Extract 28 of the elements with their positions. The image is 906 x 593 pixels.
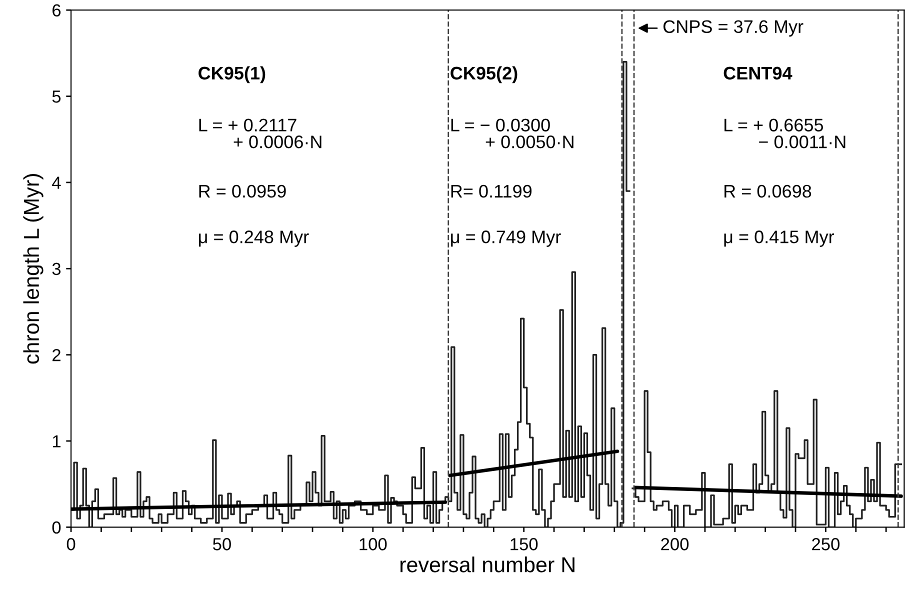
annotation: CK95(2) [450,66,518,84]
y-tick-label: 4 [52,176,61,189]
y-tick-label: 1 [52,435,60,448]
x-tick-label: 250 [812,538,840,550]
annotation: CENT94 [724,66,792,80]
x-tick-label: 100 [360,538,387,550]
annotation: μ = 0.248 Myr [199,230,309,247]
annotation: R= 0.1199 [451,184,532,198]
x-tick-label: 200 [661,538,689,550]
annotation: R = 0.0698 [724,184,812,198]
annotation: μ = 0.415 Myr [724,230,834,247]
y-tick-label: 5 [52,90,61,103]
x-tick-label: 50 [213,538,231,550]
y-axis-title: chron length L (Myr) [23,174,44,364]
y-tick-label: 6 [52,4,61,17]
x-tick-label: 0 [66,538,76,550]
annotation: L = − 0.0300 + 0.0050·N [451,118,574,148]
annotation: L = + 0.2117 + 0.0006·N [199,118,322,148]
annotation: R = 0.0959 [199,184,286,198]
annotation: CNPS = 37.6 Myr [663,20,804,37]
annotation: CK95(1) [198,66,266,84]
y-tick-label: 0 [52,521,61,534]
y-tick-label: 2 [52,348,60,362]
x-tick-label: 150 [510,538,538,550]
annotation: μ = 0.749 Myr [451,230,561,247]
annotation: L = + 0.6655 − 0.0011·N [724,118,846,148]
x-axis-title: reversal number N [400,556,574,572]
y-tick-label: 3 [52,262,61,276]
